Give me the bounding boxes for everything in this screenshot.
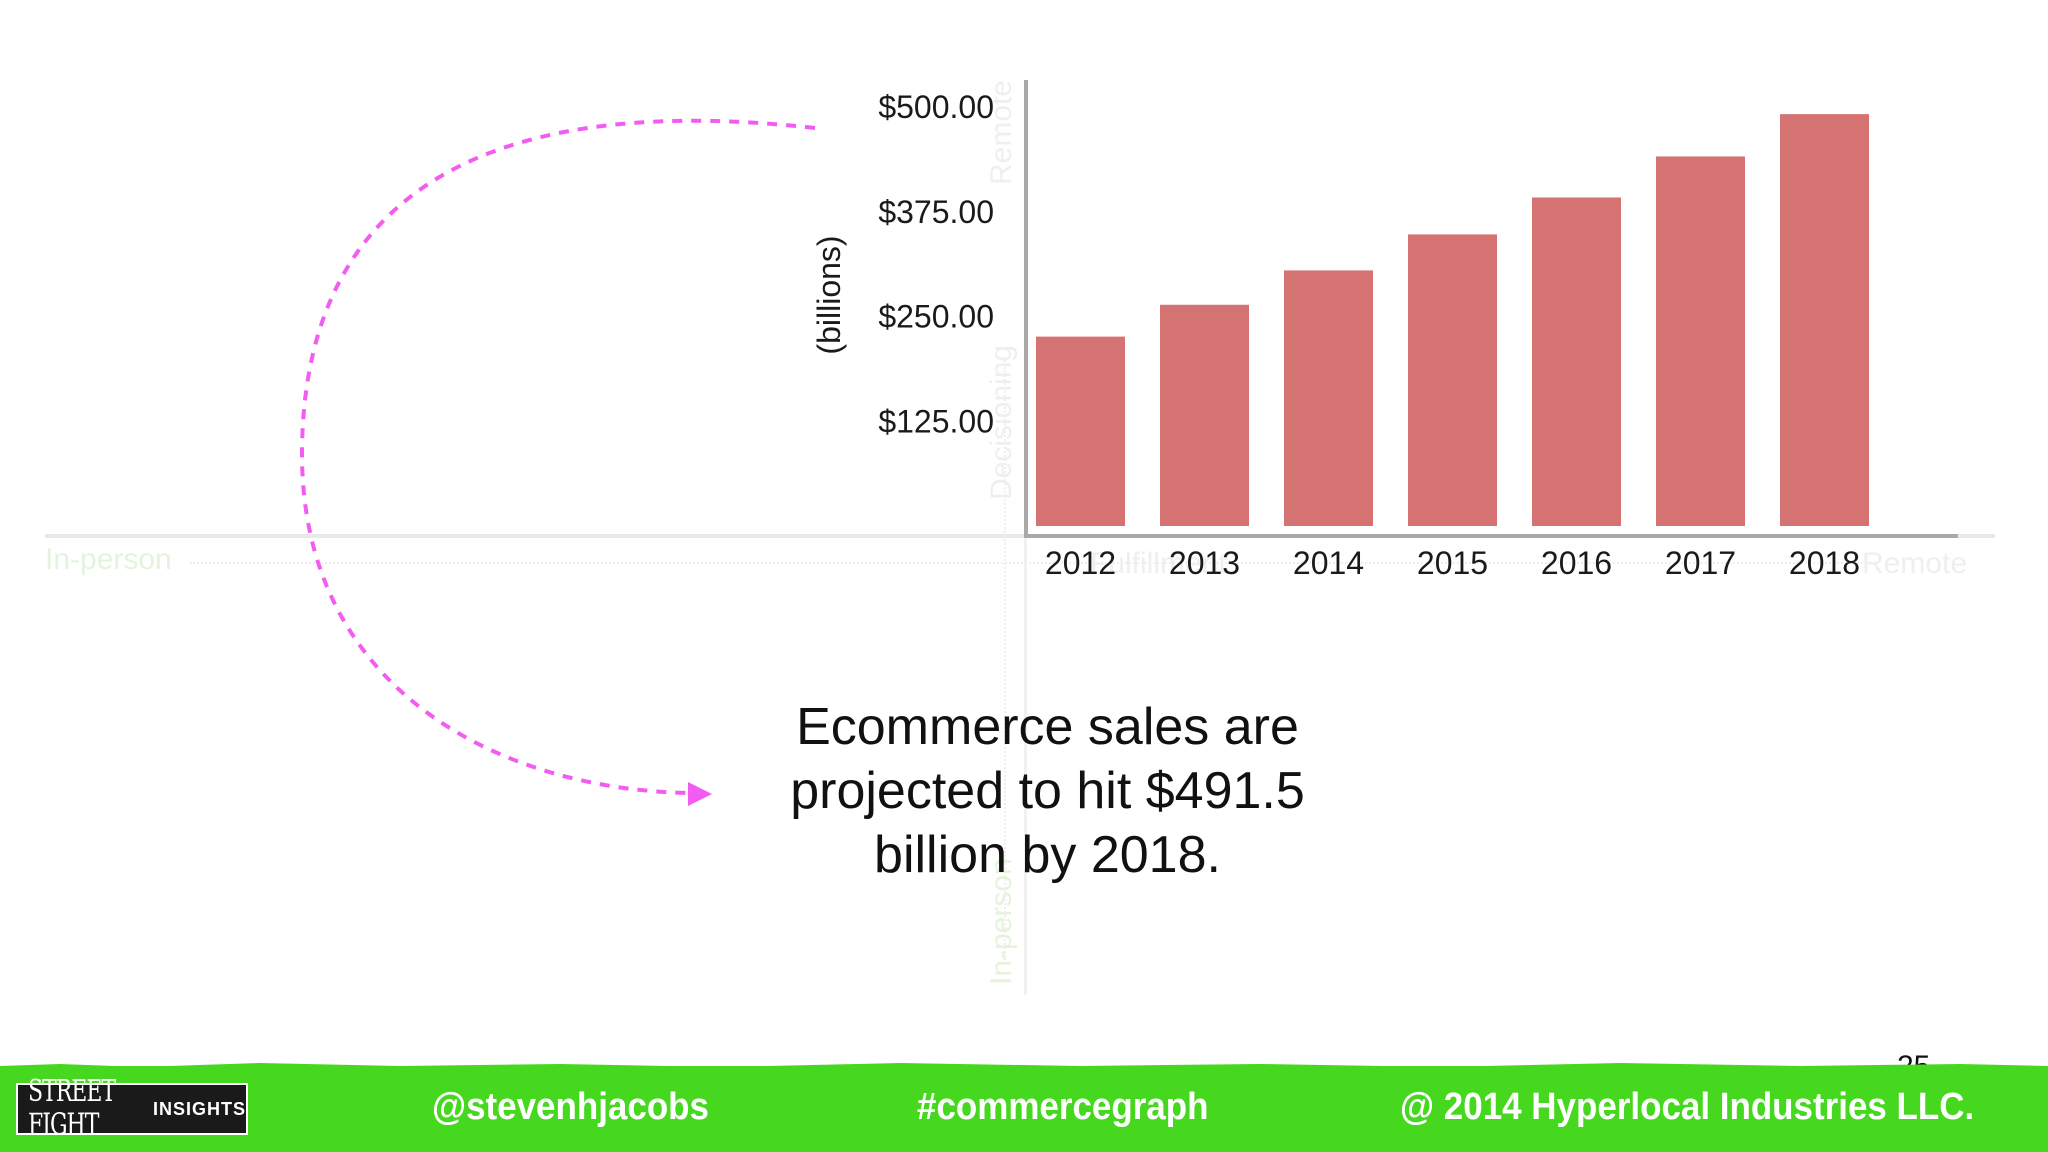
footer-handle: @stevenhjacobs xyxy=(432,1086,709,1128)
arrowhead-icon xyxy=(688,782,712,806)
x-tick-label: 2017 xyxy=(1665,545,1736,581)
y-tick-label: $500.00 xyxy=(878,89,994,125)
y-tick-group: $125.00 $250.00 $375.00 $500.00 xyxy=(878,89,994,439)
x-tick-label: 2013 xyxy=(1169,545,1240,581)
x-tick-label: 2014 xyxy=(1293,545,1364,581)
y-tick-label: $375.00 xyxy=(878,194,994,230)
background-horizontal-axis xyxy=(45,534,1995,538)
background-dotted-horizontal xyxy=(190,562,1870,564)
caption-line-3: billion by 2018. xyxy=(874,826,1221,884)
x-tick-label: 2015 xyxy=(1417,545,1488,581)
background-label-in-person-left: In-person xyxy=(45,543,172,576)
footer-copyright: @ 2014 Hyperlocal Industries LLC. xyxy=(1400,1086,1975,1128)
bar-2018 xyxy=(1780,114,1869,527)
footer-bar xyxy=(0,1066,2048,1152)
y-tick-label: $250.00 xyxy=(878,299,994,335)
footer-hashtag: #commercegraph xyxy=(917,1086,1209,1128)
logo-main-text: STREET FIGHT xyxy=(28,1075,116,1143)
background-label-remote-right: Remote xyxy=(1862,547,1968,580)
x-tick-label: 2016 xyxy=(1541,545,1612,581)
bar-group xyxy=(1036,114,1869,527)
background-dotted-vertical xyxy=(1004,360,1006,960)
x-tick-label: 2018 xyxy=(1789,545,1860,581)
logo-sub-text: INSIGHTS xyxy=(152,1098,246,1119)
caption: Ecommerce sales are projected to hit $49… xyxy=(740,695,1355,887)
bar-2012 xyxy=(1036,336,1125,526)
caption-line-1: Ecommerce sales are xyxy=(796,698,1299,756)
bar-2014 xyxy=(1284,270,1373,526)
background-label-fulfillment: Fulfillment xyxy=(1090,547,1227,580)
x-tick-label: 2012 xyxy=(1045,545,1116,581)
y-axis-label: (billions) xyxy=(811,235,847,354)
bar-2016 xyxy=(1532,197,1621,526)
y-tick-label: $125.00 xyxy=(878,403,994,439)
x-tick-group: 2012 2013 2014 2015 2016 2017 2018 xyxy=(1045,545,1860,581)
street-fight-logo: STREET FIGHT INSIGHTS xyxy=(16,1075,248,1143)
bar-2017 xyxy=(1656,156,1745,526)
bar-2015 xyxy=(1408,234,1497,526)
bar-2013 xyxy=(1160,304,1249,526)
caption-line-2: projected to hit $491.5 xyxy=(790,762,1305,820)
